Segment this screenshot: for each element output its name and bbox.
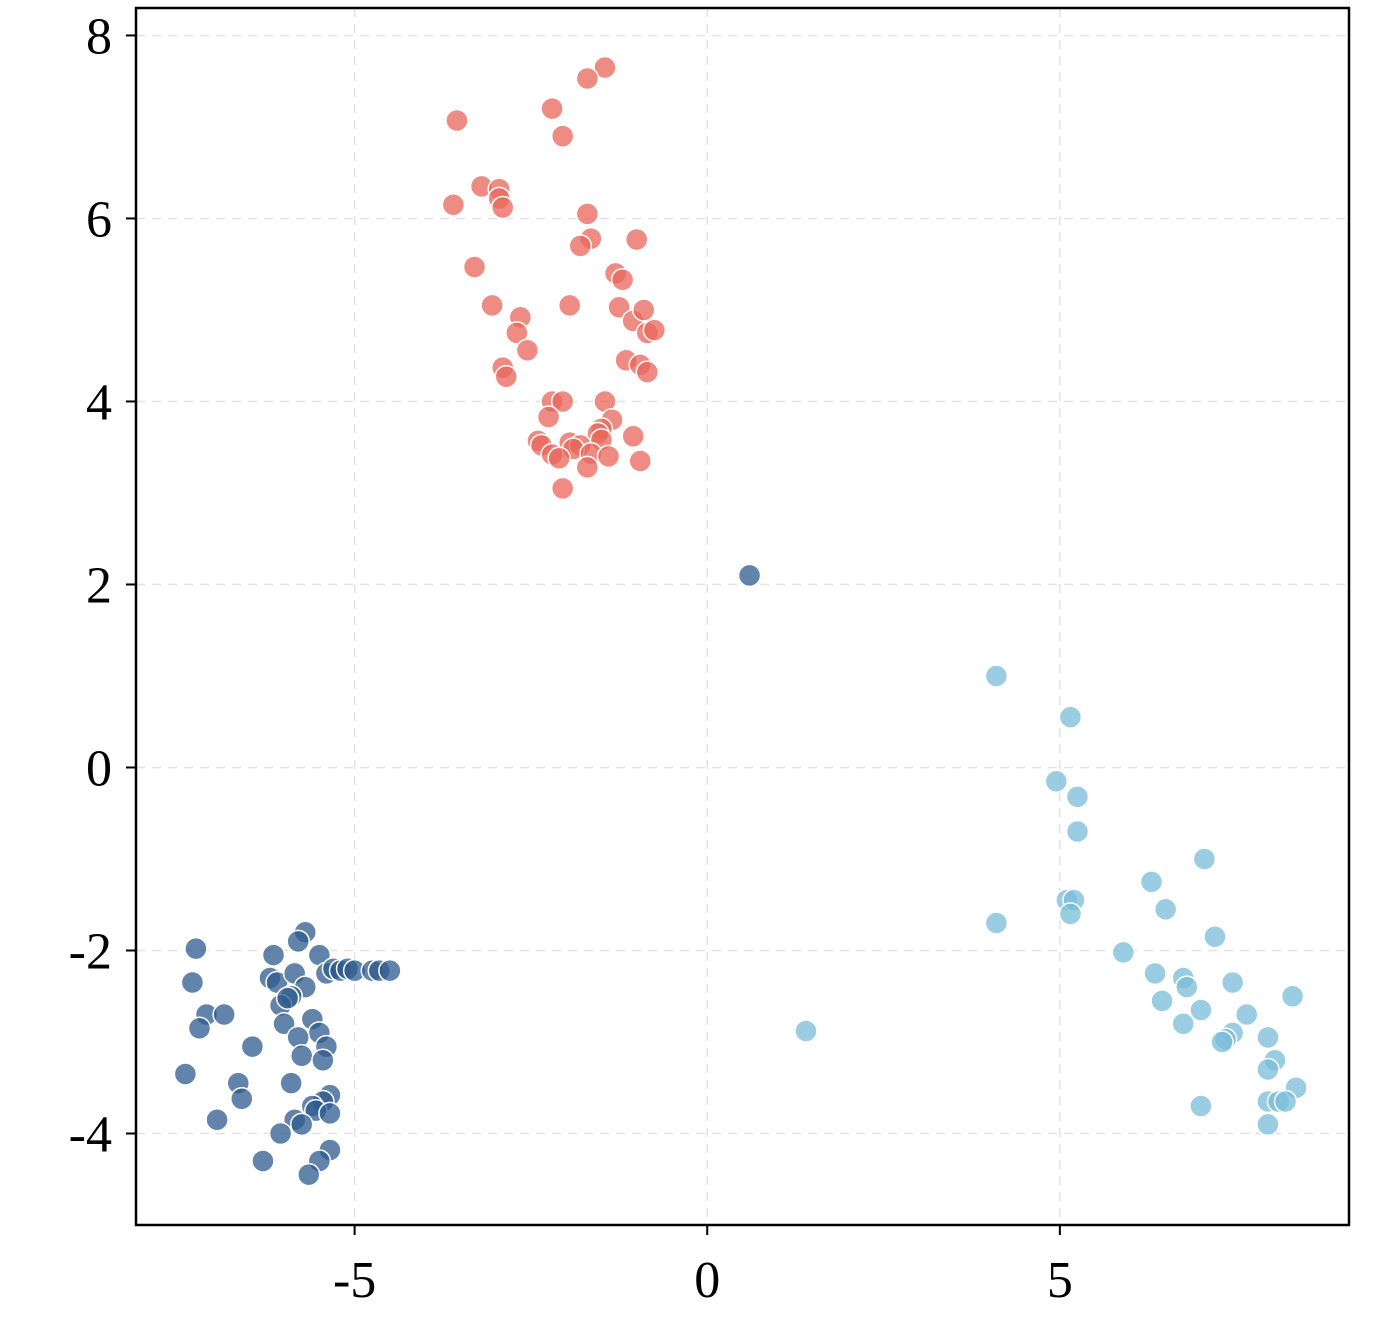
- data-point: [607, 295, 631, 319]
- data-point: [547, 446, 571, 470]
- data-point: [311, 1048, 335, 1073]
- data-point: [557, 293, 582, 318]
- data-point: [550, 476, 575, 501]
- data-point: [593, 55, 617, 80]
- data-point: [984, 664, 1009, 688]
- data-point: [230, 1086, 254, 1111]
- data-point: [1058, 705, 1083, 729]
- data-point: [494, 365, 518, 389]
- data-point: [173, 1062, 198, 1086]
- data-point: [550, 389, 575, 414]
- data-point: [480, 293, 504, 318]
- data-point: [1058, 902, 1083, 926]
- y-tick-label: -4: [69, 1106, 112, 1163]
- data-point: [610, 268, 635, 292]
- data-point: [1256, 1025, 1280, 1050]
- data-point: [1280, 984, 1305, 1008]
- data-point: [632, 298, 656, 322]
- data-point: [275, 986, 300, 1010]
- data-point: [378, 958, 402, 983]
- data-point: [251, 1149, 275, 1173]
- x-tick-label: 0: [694, 1252, 720, 1309]
- y-tick-label: 4: [86, 374, 112, 431]
- y-tick-label: -2: [69, 923, 112, 980]
- data-point: [575, 66, 600, 91]
- series-group: [794, 664, 1308, 1137]
- x-tick-label: 5: [1047, 1252, 1073, 1309]
- data-point: [536, 405, 561, 429]
- data-point: [187, 1016, 212, 1041]
- data-point: [212, 1002, 236, 1027]
- data-point: [289, 1112, 314, 1137]
- data-point: [1203, 925, 1227, 949]
- data-point: [441, 192, 466, 217]
- data-point: [550, 124, 575, 148]
- axis-ticks: -5 0 5 -4 -2 0 2 4 6 8: [69, 8, 1073, 1309]
- data-point: [1153, 897, 1178, 922]
- data-point: [635, 360, 660, 384]
- data-point: [1189, 1094, 1213, 1118]
- data-point: [205, 1108, 229, 1132]
- data-point: [1139, 870, 1164, 894]
- data-point: [575, 202, 600, 226]
- y-tick-label: 8: [86, 8, 112, 65]
- grid-lines: [136, 8, 1349, 1225]
- data-point: [1171, 1011, 1196, 1036]
- data-point: [628, 449, 652, 473]
- data-point: [490, 195, 515, 220]
- y-tick-label: 2: [86, 557, 112, 614]
- y-tick-label: 6: [86, 191, 112, 248]
- data-point: [261, 943, 286, 967]
- data-point: [596, 444, 621, 469]
- data-point: [1175, 975, 1199, 999]
- y-tick-label: 0: [86, 740, 112, 797]
- data-point: [1256, 1112, 1280, 1137]
- data-point: [289, 1043, 314, 1068]
- data-point: [1189, 998, 1213, 1022]
- data-point: [1273, 1089, 1298, 1114]
- data-point: [445, 108, 469, 133]
- data-point: [1256, 1057, 1280, 1082]
- data-point: [1192, 847, 1217, 871]
- data-point: [621, 424, 645, 448]
- data-point: [279, 1071, 303, 1095]
- data-point: [297, 1162, 321, 1187]
- data-point: [794, 1019, 818, 1043]
- data-point: [515, 338, 540, 362]
- data-point: [568, 234, 593, 258]
- data-point: [642, 318, 667, 342]
- data-point: [268, 1121, 293, 1146]
- plot-frame: [134, 6, 1351, 1227]
- data-point: [575, 455, 600, 480]
- data-points: [173, 55, 1308, 1187]
- data-point: [737, 563, 762, 588]
- data-point: [286, 929, 310, 954]
- data-point: [1220, 970, 1245, 995]
- data-point: [240, 1034, 265, 1059]
- data-point: [184, 936, 208, 961]
- data-point: [1111, 940, 1136, 965]
- data-point: [984, 911, 1009, 935]
- data-point: [1065, 785, 1090, 809]
- data-point: [505, 321, 529, 345]
- data-point: [462, 255, 487, 279]
- data-point: [540, 96, 564, 121]
- data-point: [1044, 769, 1069, 793]
- data-point: [624, 227, 649, 252]
- data-point: [1065, 819, 1090, 844]
- data-point: [1234, 1002, 1259, 1027]
- data-point: [180, 970, 205, 995]
- data-point: [1210, 1030, 1234, 1054]
- data-point: [1143, 961, 1167, 986]
- data-point: [272, 1011, 296, 1036]
- series-group: [441, 55, 667, 501]
- data-point: [1150, 989, 1174, 1013]
- series-group: [173, 563, 762, 1187]
- data-point: [318, 1101, 342, 1126]
- x-tick-label: -5: [333, 1252, 376, 1309]
